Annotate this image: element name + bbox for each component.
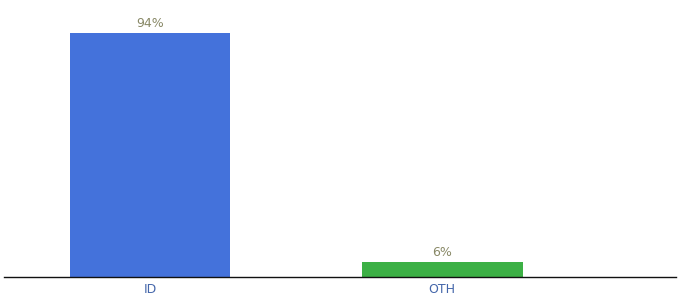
Bar <box>70 33 231 277</box>
Text: 6%: 6% <box>432 246 452 259</box>
Bar <box>362 262 522 277</box>
Text: 94%: 94% <box>136 17 164 30</box>
